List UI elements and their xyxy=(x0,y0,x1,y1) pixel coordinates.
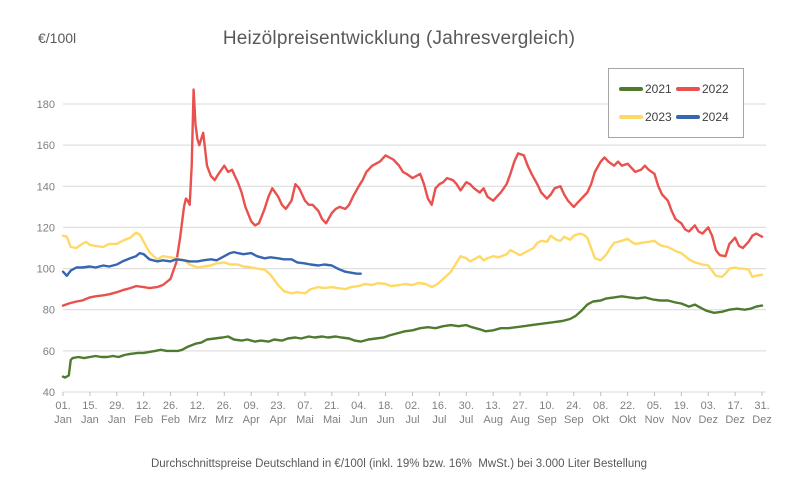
chart-title: Heizölpreisentwicklung (Jahresvergleich) xyxy=(222,28,576,49)
x-axis-tick-label: 10. Sep xyxy=(537,400,557,426)
x-axis-tick-label: 29. Jan xyxy=(108,400,126,426)
x-axis-tick-label: 12. Mrz xyxy=(188,400,206,426)
series-line-2022 xyxy=(61,88,764,307)
x-axis-tick-label: 07. Mai xyxy=(296,400,314,426)
chart-legend: 2021 2022 2023 2024 xyxy=(608,68,744,138)
x-axis-tick-label: 04. Jun xyxy=(350,400,368,426)
footer-note: Durchschnittspreise Deutschland in €/100… xyxy=(150,458,648,470)
legend-item-2022: 2022 xyxy=(676,82,733,96)
y-axis-tick-label: 180 xyxy=(37,99,55,111)
legend-label-2022: 2022 xyxy=(702,82,729,96)
x-axis-tick-label: 18. Jun xyxy=(377,400,395,426)
x-axis-tick-label: 17. Dez xyxy=(725,400,745,426)
legend-swatch-2024 xyxy=(676,115,700,119)
x-axis-tick-label: 16. Jul xyxy=(432,400,447,426)
legend-label-2024: 2024 xyxy=(702,110,729,124)
legend-swatch-2023 xyxy=(619,115,643,119)
x-axis-tick-label: 21. Mai xyxy=(323,400,341,426)
x-axis-tick-label: 24. Sep xyxy=(564,400,584,426)
x-axis-tick-label: 03. Dez xyxy=(698,400,718,426)
legend-item-2021: 2021 xyxy=(619,82,676,96)
x-axis-tick-label: 19. Nov xyxy=(672,400,692,426)
y-axis-tick-label: 80 xyxy=(43,305,55,317)
series-line-2021 xyxy=(61,295,764,379)
legend-item-2024: 2024 xyxy=(676,110,733,124)
x-axis-tick-label: 27. Aug xyxy=(510,400,530,426)
y-axis-unit-label: €/100l xyxy=(38,30,77,46)
series-line-2023 xyxy=(61,231,764,295)
y-axis-tick-label: 120 xyxy=(37,222,55,234)
x-axis-tick-label: 12. Feb xyxy=(134,400,153,426)
legend-label-2021: 2021 xyxy=(645,82,672,96)
x-axis-tick-label: 26. Mrz xyxy=(215,400,233,426)
legend-item-2023: 2023 xyxy=(619,110,676,124)
legend-label-2023: 2023 xyxy=(645,110,672,124)
x-axis-tick-label: 09. Apr xyxy=(243,400,260,426)
y-axis-tick-label: 40 xyxy=(43,387,55,399)
x-axis-tick-label: 30. Jul xyxy=(459,400,474,426)
y-axis-tick-label: 140 xyxy=(37,181,55,193)
x-axis-tick-label: 13. Aug xyxy=(483,400,503,426)
x-axis-tick-label: 22. Okt xyxy=(619,400,636,426)
y-axis-tick-label: 60 xyxy=(43,346,55,358)
x-axis-tick-label: 23. Apr xyxy=(270,400,287,426)
x-axis-tick-label: 02. Jul xyxy=(405,400,420,426)
legend-swatch-2021 xyxy=(619,87,643,91)
x-axis-tick-label: 01. Jan xyxy=(54,400,72,426)
y-axis-tick-label: 100 xyxy=(37,264,55,276)
x-axis-tick-label: 15. Jan xyxy=(81,400,99,426)
series-line-2024 xyxy=(61,250,362,277)
x-axis-tick-label: 26. Feb xyxy=(161,400,180,426)
x-axis-tick-label: 05. Nov xyxy=(645,400,665,426)
x-axis-tick-label: 31. Dez xyxy=(752,400,772,426)
x-axis-tick-label: 08. Okt xyxy=(592,400,609,426)
y-axis-tick-label: 160 xyxy=(37,140,55,152)
legend-swatch-2022 xyxy=(676,87,700,91)
